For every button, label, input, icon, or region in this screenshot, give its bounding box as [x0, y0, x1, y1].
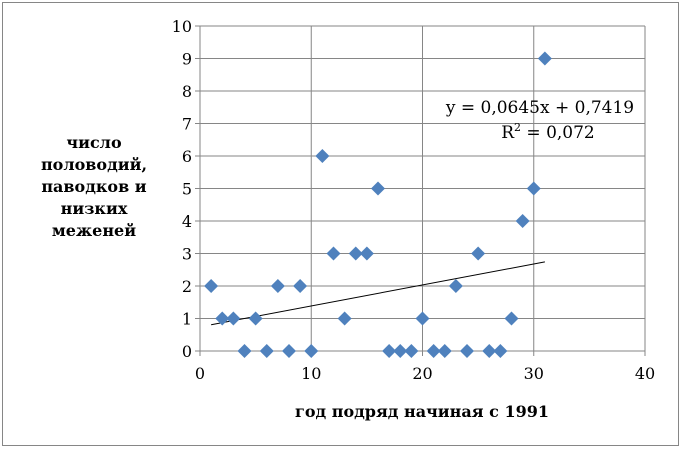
y-tick-label: 0 [182, 342, 192, 361]
y-tick-label: 7 [182, 115, 192, 134]
data-point [460, 344, 474, 358]
y-axis-label-line: низких [61, 199, 128, 218]
data-point [226, 311, 241, 326]
r2-symbol: R [501, 123, 515, 143]
y-axis-label-line: число [66, 133, 122, 152]
data-point [215, 311, 230, 326]
trendline-equation: y = 0,0645x + 0,7419 [445, 98, 634, 118]
data-point [326, 246, 341, 261]
data-point [426, 344, 441, 358]
data-point [471, 246, 486, 261]
data-point [248, 311, 263, 326]
r2-superscript: 2 [514, 121, 521, 134]
y-axis-label-line: паводков и [41, 177, 146, 196]
data-point [493, 344, 508, 358]
data-point [304, 344, 319, 358]
data-point [270, 279, 285, 293]
data-point [382, 344, 397, 358]
data-point [515, 214, 530, 228]
y-tick-label: 8 [182, 82, 192, 101]
data-point [371, 181, 385, 196]
data-point [259, 344, 274, 358]
data-point [293, 279, 308, 293]
y-tick-label: 10 [172, 17, 192, 36]
y-tick-label: 5 [182, 180, 192, 199]
chart-frame [2, 2, 679, 446]
data-point [415, 311, 430, 326]
x-tick-label: 20 [412, 364, 432, 383]
data-point [337, 311, 352, 326]
data-point [204, 279, 219, 293]
y-tick-label: 3 [182, 245, 192, 264]
data-point [537, 51, 552, 66]
y-axis-label: число половодий, паводков и низких меженей [41, 133, 147, 240]
data-point [315, 149, 330, 163]
x-axis-label: год подряд начиная с 1991 [295, 402, 549, 421]
data-point [526, 181, 541, 196]
data-point [348, 246, 363, 261]
data-point [282, 344, 296, 358]
data-point [393, 344, 408, 358]
data-point [404, 344, 419, 358]
data-point [482, 344, 497, 358]
y-tick-label: 2 [182, 277, 192, 296]
data-point [237, 344, 252, 358]
data-point [448, 279, 463, 293]
y-axis-label-line: меженей [52, 221, 136, 240]
y-tick-label: 1 [182, 310, 192, 329]
r2-value: = 0,072 [521, 123, 595, 143]
y-tick-label: 4 [182, 212, 192, 231]
y-axis-label-line: половодий, [41, 155, 147, 174]
x-tick-label: 0 [195, 364, 205, 383]
x-tick-label: 40 [635, 364, 655, 383]
x-tick-label: 30 [524, 364, 544, 383]
data-point [437, 344, 452, 358]
data-point [359, 246, 374, 261]
trendline [211, 261, 545, 326]
x-tick-label: 10 [301, 364, 321, 383]
r-squared-label: R2 = 0,072 [501, 121, 595, 143]
data-point [504, 311, 519, 326]
y-tick-label: 9 [182, 50, 192, 69]
y-tick-label: 6 [182, 147, 192, 166]
